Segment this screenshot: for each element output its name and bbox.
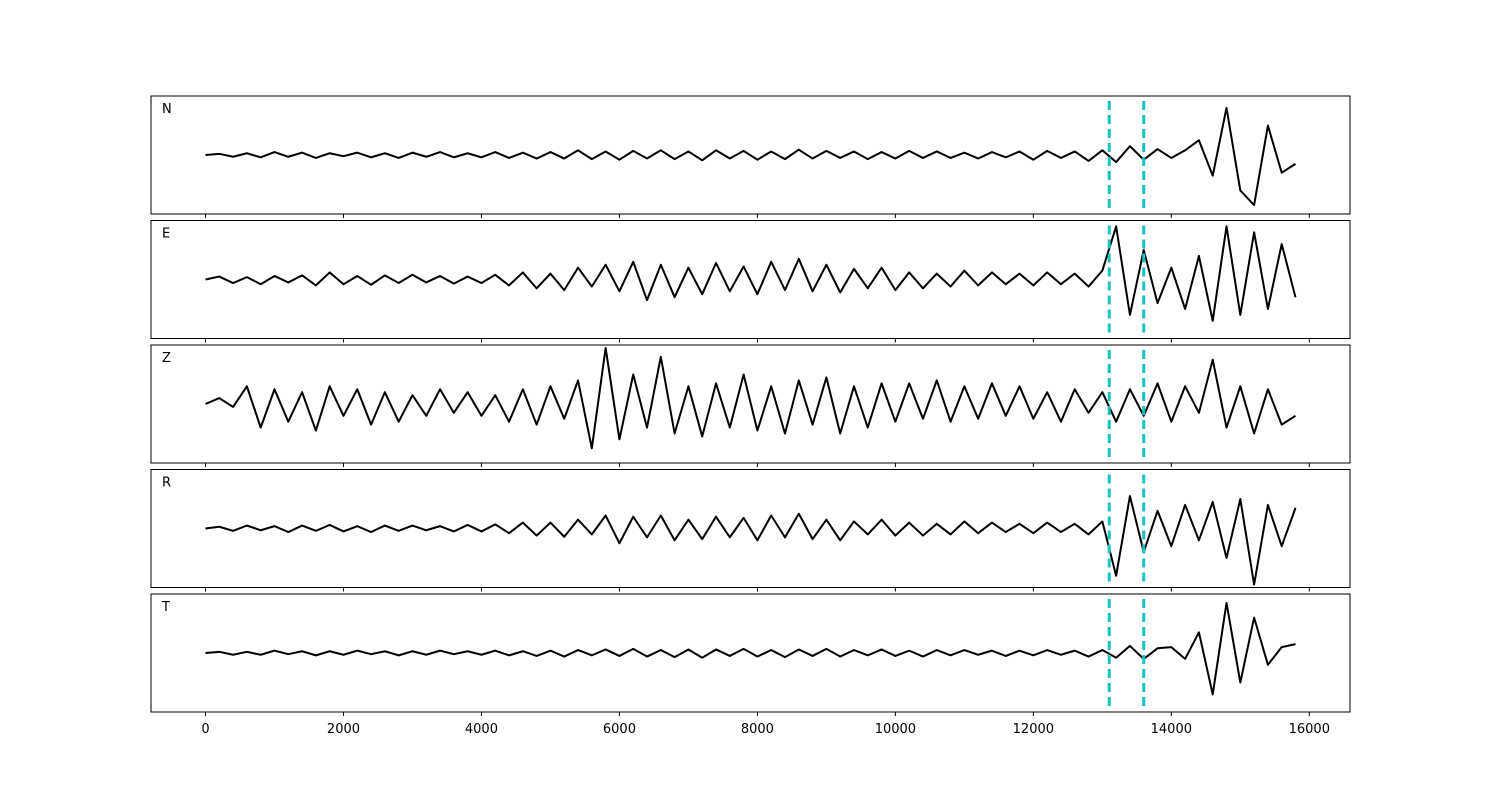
- waveform: [205, 106, 1297, 207]
- x-tick-label: 4000: [465, 722, 498, 737]
- panel-label: E: [162, 227, 170, 242]
- waveform: [205, 601, 1296, 696]
- x-tick-label: 8000: [741, 722, 774, 737]
- x-tick-label: 6000: [603, 722, 636, 737]
- x-tick-label: 0: [201, 722, 209, 737]
- panel-frame: [150, 469, 1351, 588]
- x-tick-label: 12000: [1013, 722, 1054, 737]
- waveform: [205, 346, 1297, 450]
- panel-frame: [150, 593, 1351, 713]
- panel-label: N: [162, 102, 172, 117]
- panel-frame: [150, 95, 1351, 215]
- x-tick-label: 2000: [327, 722, 360, 737]
- waveform: [205, 495, 1297, 586]
- panel-label: Z: [162, 351, 171, 366]
- panel-label: R: [162, 476, 171, 491]
- waveform: [205, 225, 1297, 322]
- x-tick-label: 14000: [1151, 722, 1192, 737]
- panel-label: T: [161, 600, 170, 615]
- panel-frame: [150, 220, 1351, 339]
- panel-frame: [150, 344, 1351, 464]
- x-tick-label: 16000: [1289, 722, 1330, 737]
- x-tick-label: 10000: [875, 722, 916, 737]
